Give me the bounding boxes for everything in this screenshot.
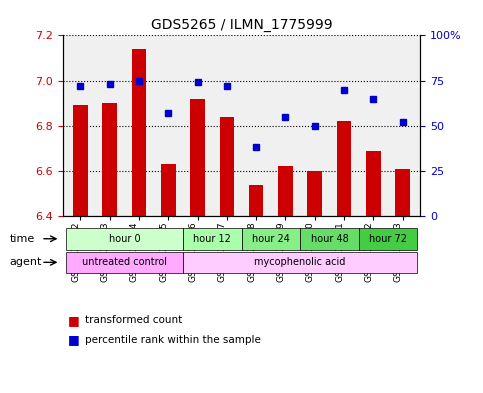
- Bar: [366, 151, 381, 216]
- Text: ■: ■: [68, 314, 79, 327]
- Text: agent: agent: [10, 257, 42, 267]
- Text: mycophenolic acid: mycophenolic acid: [255, 257, 346, 267]
- Bar: [190, 99, 205, 216]
- Text: percentile rank within the sample: percentile rank within the sample: [85, 335, 260, 345]
- Bar: [395, 169, 410, 216]
- Text: time: time: [10, 234, 35, 244]
- Text: hour 12: hour 12: [193, 234, 231, 244]
- Text: ■: ■: [68, 333, 79, 347]
- Bar: [132, 49, 146, 216]
- Text: hour 48: hour 48: [311, 234, 348, 244]
- Bar: [102, 103, 117, 216]
- Bar: [249, 184, 263, 216]
- Text: hour 24: hour 24: [252, 234, 290, 244]
- Text: transformed count: transformed count: [85, 315, 182, 325]
- Text: untreated control: untreated control: [82, 257, 167, 267]
- Text: GDS5265 / ILMN_1775999: GDS5265 / ILMN_1775999: [151, 18, 332, 32]
- Bar: [73, 105, 88, 216]
- Bar: [307, 171, 322, 216]
- Bar: [278, 166, 293, 216]
- Text: hour 0: hour 0: [109, 234, 140, 244]
- Text: hour 72: hour 72: [369, 234, 407, 244]
- Bar: [220, 117, 234, 216]
- Bar: [161, 164, 176, 216]
- Bar: [337, 121, 351, 216]
